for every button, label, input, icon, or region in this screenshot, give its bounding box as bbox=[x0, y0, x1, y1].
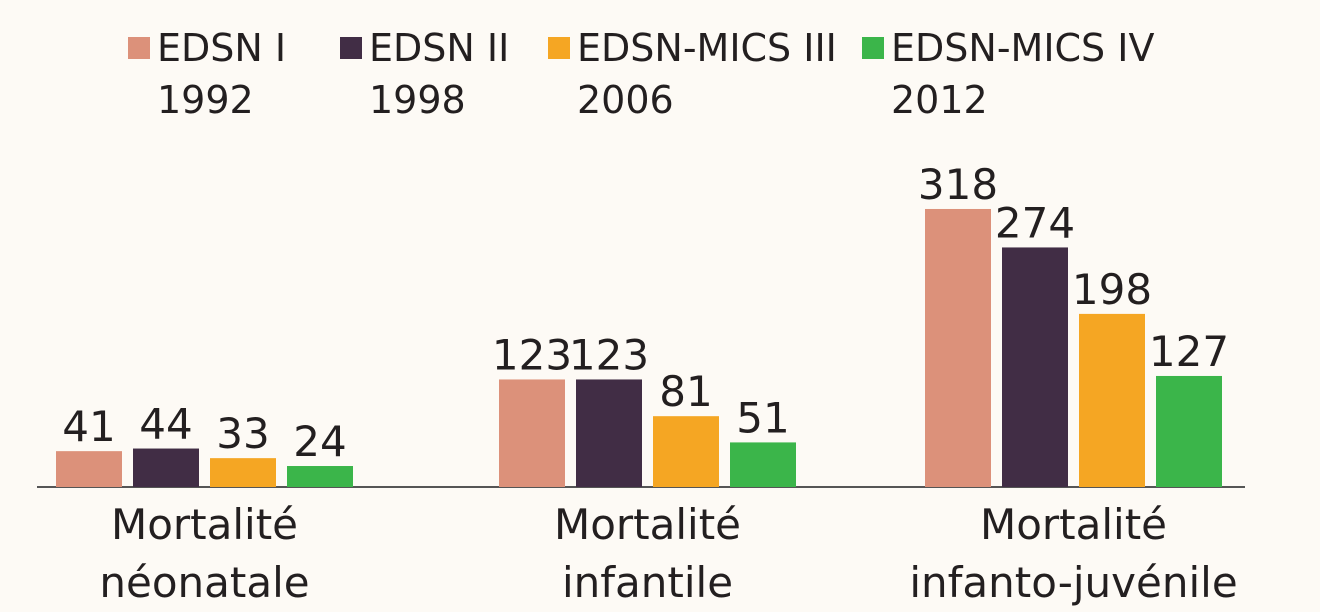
legend-swatch bbox=[128, 37, 150, 59]
bar bbox=[730, 442, 796, 487]
legend-label: EDSN II 1998 bbox=[369, 26, 510, 122]
bar bbox=[133, 448, 199, 487]
value-label: 51 bbox=[736, 393, 789, 442]
bar bbox=[1156, 375, 1222, 487]
value-label: 24 bbox=[293, 417, 346, 466]
x-tick-label: Mortalité néonatale bbox=[99, 500, 310, 607]
bar bbox=[576, 379, 642, 487]
legend-label: EDSN-MICS IV 2012 bbox=[891, 26, 1155, 122]
value-label: 127 bbox=[1149, 327, 1229, 376]
legend-swatch bbox=[862, 37, 884, 59]
value-label: 318 bbox=[918, 160, 998, 209]
x-tick-label: Mortalité infanto-juvénile bbox=[909, 500, 1238, 607]
bar bbox=[499, 379, 565, 487]
bar bbox=[210, 458, 276, 487]
value-label: 123 bbox=[492, 330, 572, 379]
value-label: 33 bbox=[216, 409, 269, 458]
value-label: 41 bbox=[62, 402, 115, 451]
value-label: 198 bbox=[1072, 265, 1152, 314]
value-label: 81 bbox=[659, 367, 712, 416]
legend-label: EDSN I 1992 bbox=[157, 26, 287, 122]
bar bbox=[925, 208, 991, 487]
value-label: 123 bbox=[569, 330, 649, 379]
bar bbox=[287, 466, 353, 487]
bar bbox=[56, 451, 122, 487]
bar bbox=[1079, 313, 1145, 487]
legend-swatch bbox=[340, 37, 362, 59]
value-label: 44 bbox=[139, 400, 192, 449]
legend-label: EDSN-MICS III 2006 bbox=[577, 26, 837, 122]
x-tick-label: Mortalité infantile bbox=[553, 500, 742, 607]
value-label: 274 bbox=[995, 198, 1075, 247]
bar bbox=[1002, 247, 1068, 487]
bar bbox=[653, 416, 719, 487]
legend-swatch bbox=[548, 37, 570, 59]
